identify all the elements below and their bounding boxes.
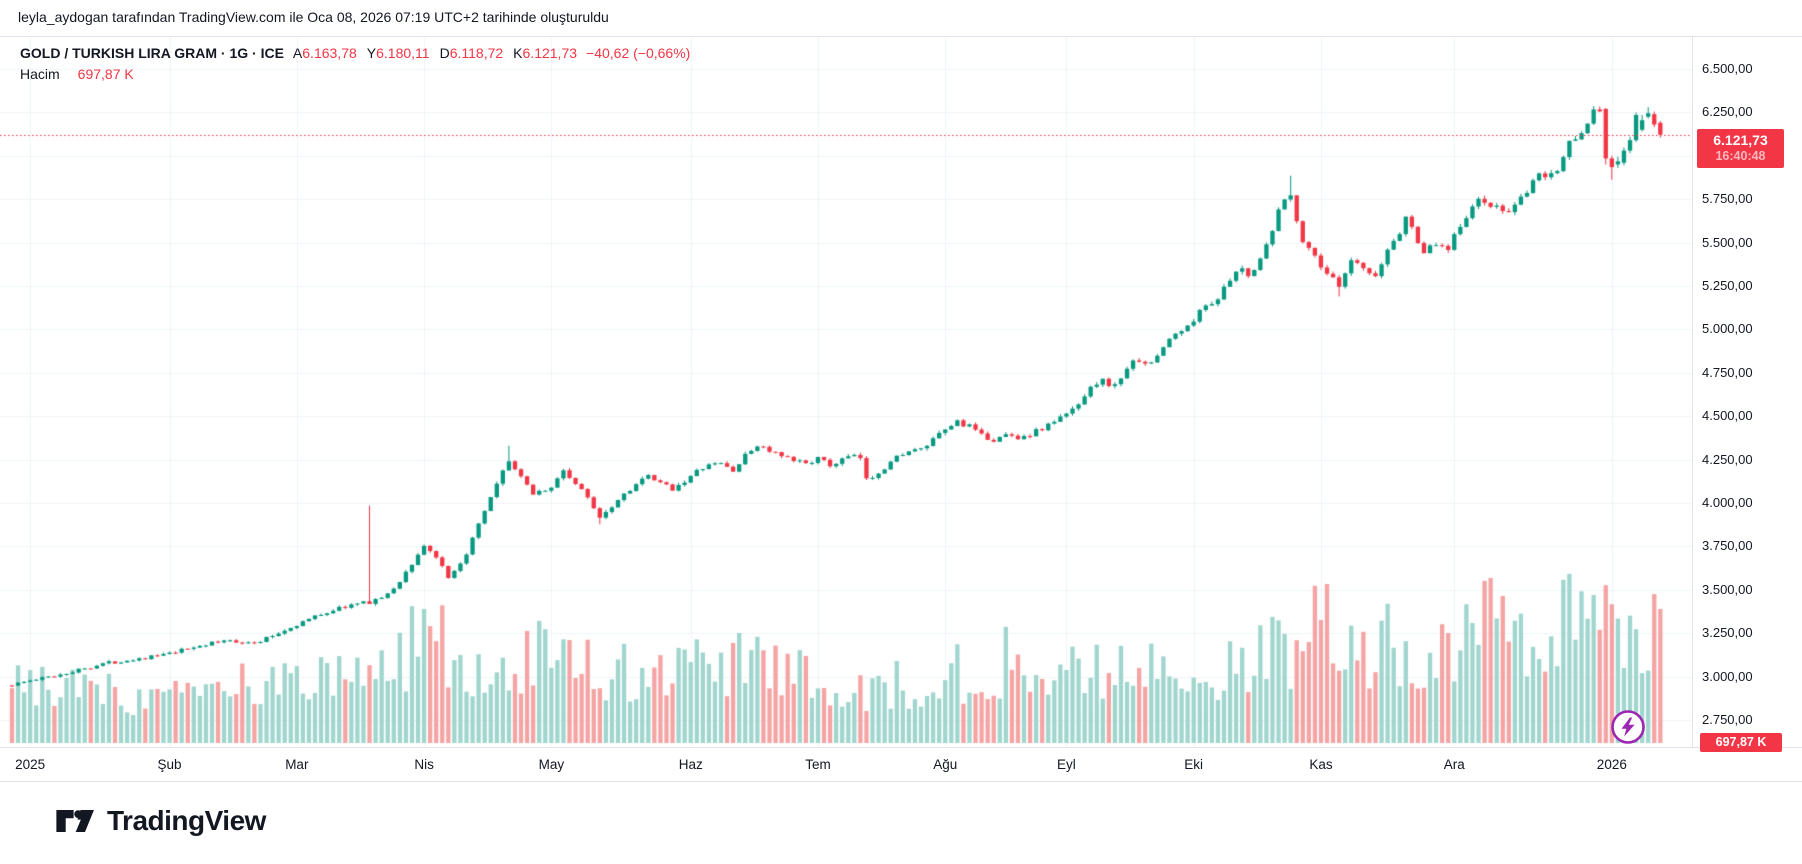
price-tick-label: 4.000,00 bbox=[1702, 495, 1753, 510]
time-tick-label: Eki bbox=[1184, 757, 1204, 772]
candlestick-chart-canvas[interactable] bbox=[0, 37, 1692, 747]
time-tick-label: Nis bbox=[414, 757, 434, 772]
lightning-bolt-icon bbox=[1621, 717, 1635, 737]
price-tick-label: 3.000,00 bbox=[1702, 668, 1753, 684]
ohlc-values: A6.163,78 Y6.180,11 D6.118,72 K6.121,73 bbox=[293, 45, 577, 61]
attribution-text: leyla_aydogan tarafından TradingView.com… bbox=[18, 9, 609, 25]
time-tick-label: Ara bbox=[1443, 757, 1465, 772]
tradingview-logo-icon bbox=[56, 809, 94, 833]
volume-value: 697,87 K bbox=[77, 66, 134, 82]
price-tick-label: 5.250,00 bbox=[1702, 278, 1753, 293]
time-axis[interactable]: 2025 Şub Mar Nis May Haz Tem Ağu Eyl Eki Kas Ara 202… bbox=[0, 747, 1802, 782]
tradingview-logo[interactable]: TradingView bbox=[55, 804, 266, 838]
price-tick-label: 3.750,00 bbox=[1702, 538, 1753, 554]
volume-label[interactable]: Hacim bbox=[20, 66, 60, 82]
chart-legend: GOLD / TURKISH LIRA GRAM · 1G · ICE A6.1… bbox=[20, 45, 690, 87]
price-tick-label: 2.750,00 bbox=[1702, 712, 1753, 727]
price-tick-label: 4.750,00 bbox=[1702, 364, 1753, 380]
ohlc-pair: Y6.180,11 bbox=[366, 45, 430, 61]
symbol-title[interactable]: GOLD / TURKISH LIRA GRAM · 1G · ICE bbox=[20, 45, 284, 61]
price-tick-label: 4.500,00 bbox=[1702, 408, 1753, 424]
time-tick-label: Haz bbox=[678, 757, 703, 772]
last-price-value: 6.121,73 bbox=[1713, 132, 1768, 148]
ohlc-pair: D6.118,72 bbox=[439, 45, 504, 61]
time-tick-label: Şub bbox=[157, 757, 182, 772]
price-tick-label: 6.250,00 bbox=[1702, 104, 1753, 120]
time-tick-label: Eyl bbox=[1057, 757, 1076, 772]
price-tick-label: 5.500,00 bbox=[1702, 234, 1753, 250]
footer: TradingView bbox=[0, 781, 1802, 864]
time-tick-label: Ağu bbox=[933, 757, 958, 772]
price-tick-label: 4.250,00 bbox=[1702, 451, 1753, 467]
price-tick-label: 3.500,00 bbox=[1702, 581, 1753, 597]
price-tick-label: 5.000,00 bbox=[1702, 321, 1753, 337]
time-tick-label: 2026 bbox=[1596, 757, 1627, 772]
ohlc-pair: A6.163,78 bbox=[292, 45, 357, 61]
time-tick-label: Tem bbox=[805, 757, 831, 772]
price-tick-label: 3.250,00 bbox=[1702, 625, 1753, 641]
price-tick-label: 6.500,00 bbox=[1702, 61, 1753, 76]
lightning-button[interactable] bbox=[1608, 707, 1648, 747]
time-tick-label: Kas bbox=[1309, 757, 1333, 772]
time-tick-label: May bbox=[538, 757, 565, 772]
price-change: −40,62 (−0,66%) bbox=[586, 45, 691, 61]
ohlc-pair: K6.121,73 bbox=[513, 45, 578, 61]
time-tick-label: Mar bbox=[285, 757, 309, 772]
last-price-countdown: 16:40:48 bbox=[1715, 149, 1766, 163]
volume-badge: 697,87 K bbox=[1700, 733, 1782, 752]
price-tick-label: 5.750,00 bbox=[1702, 191, 1753, 207]
chart-widget: GOLD / TURKISH LIRA GRAM · 1G · ICE A6.1… bbox=[0, 36, 1802, 782]
time-tick-label: 2025 bbox=[15, 757, 46, 772]
legend-volume-row: Hacim 697,87 K bbox=[20, 66, 690, 87]
legend-symbol-row: GOLD / TURKISH LIRA GRAM · 1G · ICE A6.1… bbox=[20, 45, 690, 66]
last-price-badge: 6.121,73 16:40:48 bbox=[1697, 129, 1784, 168]
tradingview-logo-text: TradingView bbox=[107, 805, 266, 836]
